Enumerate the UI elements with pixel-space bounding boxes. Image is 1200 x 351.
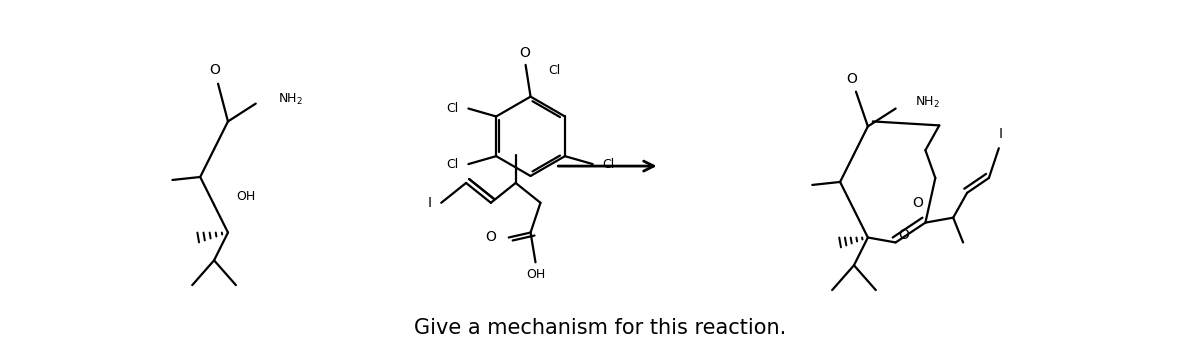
Text: O: O (485, 230, 496, 244)
Text: O: O (898, 227, 910, 241)
Text: O: O (846, 72, 858, 86)
Text: O: O (912, 196, 923, 210)
Text: O: O (520, 46, 530, 60)
Text: Cl: Cl (602, 158, 614, 171)
Text: OH: OH (236, 190, 256, 203)
Text: Cl: Cl (446, 158, 458, 171)
Text: OH: OH (526, 268, 545, 281)
Text: O: O (210, 63, 221, 77)
Text: Give a mechanism for this reaction.: Give a mechanism for this reaction. (414, 318, 786, 338)
Text: Cl: Cl (446, 102, 458, 115)
Text: NH$_2$: NH$_2$ (277, 92, 302, 107)
Text: Cl: Cl (548, 64, 560, 77)
Text: I: I (998, 127, 1003, 141)
Text: I: I (427, 196, 431, 210)
Text: NH$_2$: NH$_2$ (916, 95, 941, 110)
